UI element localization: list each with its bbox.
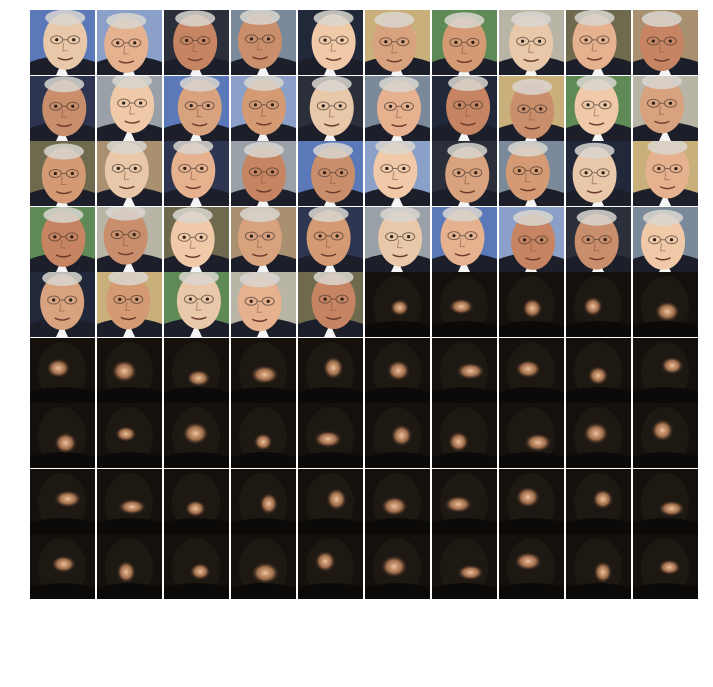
- real-face-thumbnail: [432, 141, 497, 206]
- real-face-thumbnail: [499, 207, 564, 272]
- real-face-thumbnail: [97, 10, 162, 75]
- generated-face-thumbnail: [164, 534, 229, 599]
- real-face-thumbnail: [231, 10, 296, 75]
- real-face-thumbnail: [499, 76, 564, 141]
- real-face-thumbnail: [633, 207, 698, 272]
- generated-face-thumbnail: [298, 534, 363, 599]
- generated-face-thumbnail: [566, 469, 631, 534]
- real-face-thumbnail: [298, 10, 363, 75]
- generated-face-thumbnail: [432, 469, 497, 534]
- real-face-thumbnail: [499, 10, 564, 75]
- generated-face-thumbnail: [633, 338, 698, 403]
- real-face-thumbnail: [30, 141, 95, 206]
- generated-face-thumbnail: [231, 469, 296, 534]
- real-face-thumbnail: [365, 10, 430, 75]
- real-face-thumbnail: [231, 141, 296, 206]
- generated-face-thumbnail: [566, 338, 631, 403]
- real-face-thumbnail: [97, 207, 162, 272]
- generated-face-thumbnail: [365, 403, 430, 468]
- real-face-thumbnail: [432, 10, 497, 75]
- real-face-thumbnail: [30, 76, 95, 141]
- generated-face-thumbnail: [499, 272, 564, 337]
- generated-face-thumbnail: [30, 534, 95, 599]
- generated-face-thumbnail: [633, 534, 698, 599]
- real-face-thumbnail: [30, 272, 95, 337]
- real-face-thumbnail: [365, 207, 430, 272]
- real-face-thumbnail: [633, 10, 698, 75]
- real-face-thumbnail: [231, 76, 296, 141]
- generated-face-thumbnail: [231, 534, 296, 599]
- generated-face-thumbnail: [164, 469, 229, 534]
- generated-face-thumbnail: [432, 338, 497, 403]
- generated-face-thumbnail: [97, 338, 162, 403]
- real-face-thumbnail: [365, 76, 430, 141]
- real-face-thumbnail: [432, 207, 497, 272]
- generated-face-thumbnail: [566, 534, 631, 599]
- real-face-thumbnail: [298, 207, 363, 272]
- real-face-thumbnail: [566, 207, 631, 272]
- generated-face-thumbnail: [499, 534, 564, 599]
- generated-face-thumbnail: [365, 272, 430, 337]
- generated-face-thumbnail: [633, 272, 698, 337]
- generated-face-thumbnail: [633, 469, 698, 534]
- generated-face-thumbnail: [231, 338, 296, 403]
- real-face-thumbnail: [97, 272, 162, 337]
- real-face-thumbnail: [365, 141, 430, 206]
- real-face-thumbnail: [164, 76, 229, 141]
- real-face-thumbnail: [30, 207, 95, 272]
- generated-face-thumbnail: [365, 469, 430, 534]
- real-face-thumbnail: [633, 141, 698, 206]
- generated-face-thumbnail: [633, 403, 698, 468]
- generated-face-thumbnail: [432, 272, 497, 337]
- generated-face-thumbnail: [566, 403, 631, 468]
- real-face-thumbnail: [298, 141, 363, 206]
- generated-face-thumbnail: [432, 403, 497, 468]
- generated-face-thumbnail: [298, 338, 363, 403]
- generated-face-thumbnail: [97, 534, 162, 599]
- real-face-thumbnail: [97, 76, 162, 141]
- real-face-thumbnail: [164, 272, 229, 337]
- generated-face-thumbnail: [432, 534, 497, 599]
- generated-face-thumbnail: [499, 403, 564, 468]
- real-face-thumbnail: [97, 141, 162, 206]
- generated-face-thumbnail: [97, 469, 162, 534]
- real-face-thumbnail: [499, 141, 564, 206]
- generated-face-thumbnail: [30, 403, 95, 468]
- face-image-grid: [30, 10, 699, 599]
- generated-face-thumbnail: [365, 534, 430, 599]
- real-face-thumbnail: [164, 10, 229, 75]
- real-face-thumbnail: [30, 10, 95, 75]
- real-face-thumbnail: [164, 207, 229, 272]
- real-face-thumbnail: [566, 10, 631, 75]
- generated-face-thumbnail: [566, 272, 631, 337]
- real-face-thumbnail: [231, 207, 296, 272]
- real-face-thumbnail: [164, 141, 229, 206]
- generated-face-thumbnail: [97, 403, 162, 468]
- generated-face-thumbnail: [499, 469, 564, 534]
- real-face-thumbnail: [231, 272, 296, 337]
- real-face-thumbnail: [566, 76, 631, 141]
- real-face-thumbnail: [298, 272, 363, 337]
- generated-face-thumbnail: [30, 338, 95, 403]
- generated-face-thumbnail: [231, 403, 296, 468]
- generated-face-thumbnail: [30, 469, 95, 534]
- generated-face-thumbnail: [298, 469, 363, 534]
- generated-face-thumbnail: [365, 338, 430, 403]
- real-face-thumbnail: [566, 141, 631, 206]
- generated-face-thumbnail: [164, 338, 229, 403]
- real-face-thumbnail: [633, 76, 698, 141]
- real-face-thumbnail: [432, 76, 497, 141]
- generated-face-thumbnail: [499, 338, 564, 403]
- generated-face-thumbnail: [164, 403, 229, 468]
- generated-face-thumbnail: [298, 403, 363, 468]
- real-face-thumbnail: [298, 76, 363, 141]
